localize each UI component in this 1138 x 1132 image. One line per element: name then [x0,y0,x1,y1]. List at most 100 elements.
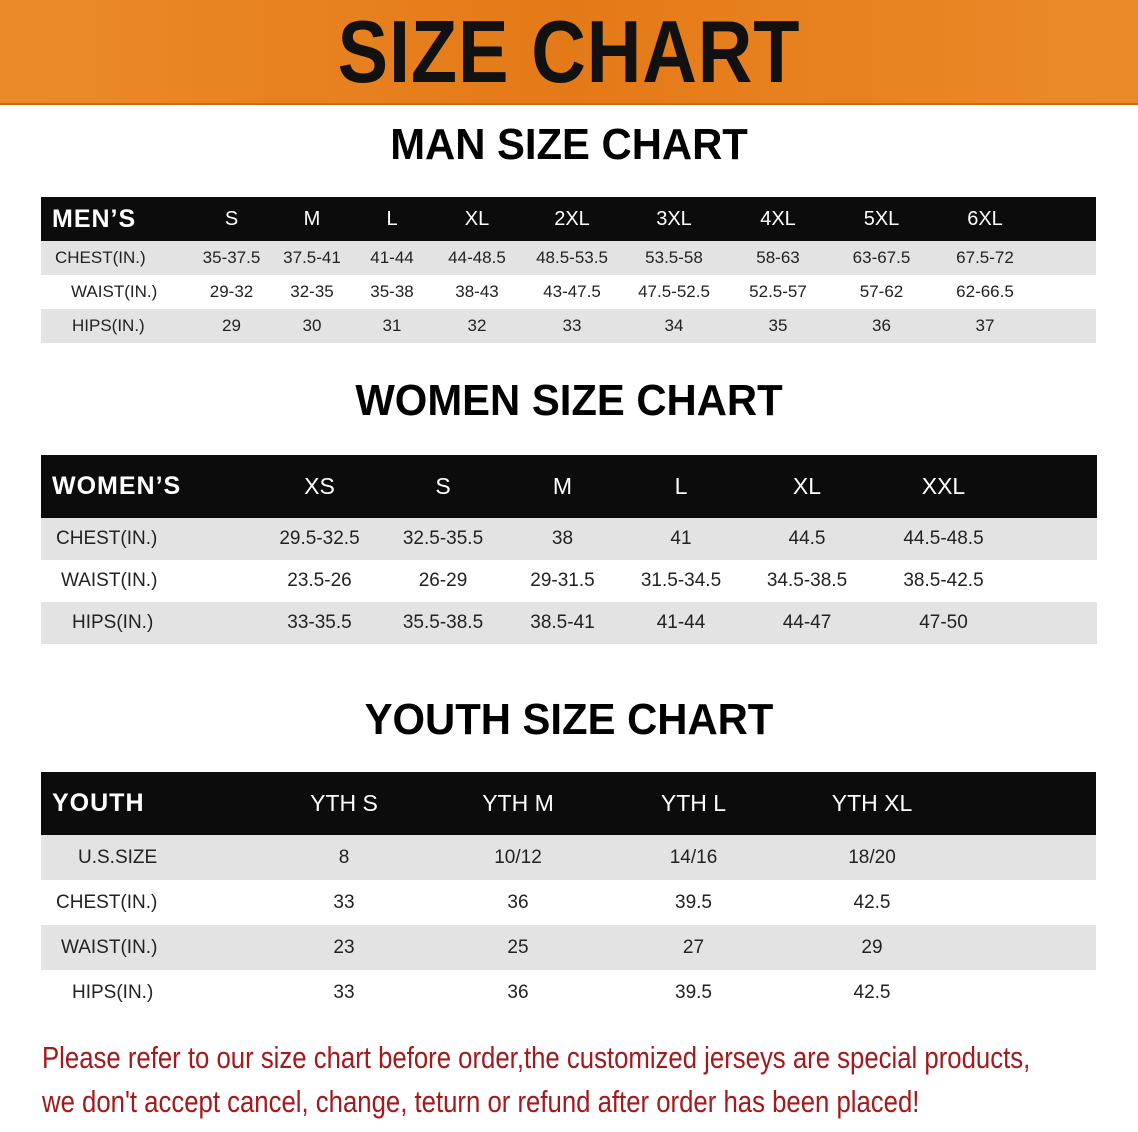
table-row: HIPS(IN.) 33 36 39.5 42.5 [41,970,1096,1015]
youth-section-title: YOUTH SIZE CHART [364,695,774,744]
empty-cell [1037,309,1096,343]
measurement-cell: 52.5-57 [726,275,830,309]
empty-cell [962,925,1096,970]
table-header-label: WOMEN’S [41,455,257,518]
measurement-cell: 35-38 [352,275,432,309]
table-row: WAIST(IN.) 23 25 27 29 [41,925,1096,970]
size-header: XXL [873,455,1014,518]
women-size-table: WOMEN’S XS S M L XL XXL CHEST(IN.) 29.5-32.5 32.5… [41,455,1097,644]
measurement-cell: 44-47 [741,602,873,644]
size-header: L [352,197,432,241]
measurement-cell: 33 [257,880,431,925]
measurement-cell: 27 [605,925,782,970]
measurement-cell: 30 [272,309,352,343]
empty-cell [1014,602,1097,644]
measurement-cell: 38.5-42.5 [873,560,1014,602]
notice-line-1: Please refer to our size chart before or… [42,1040,1031,1075]
measurement-cell: 31 [352,309,432,343]
measurement-cell: 8 [257,835,431,880]
size-header: S [191,197,272,241]
table-row: CHEST(IN.) 35-37.5 37.5-41 41-44 44-48.5 48.5… [41,241,1096,275]
table-row: WAIST(IN.) 29-32 32-35 35-38 38-43 43-47.5 47.… [41,275,1096,309]
measurement-cell: 38.5-41 [504,602,621,644]
table-row: CHEST(IN.) 33 36 39.5 42.5 [41,880,1096,925]
header-row: MEN’S S M L XL 2XL 3XL 4XL 5XL 6XL [41,197,1096,241]
measurement-cell: 29.5-32.5 [257,518,382,560]
measurement-cell: 35 [726,309,830,343]
measurement-cell: 35-37.5 [191,241,272,275]
measurement-cell: 38-43 [432,275,522,309]
table-row: WAIST(IN.) 23.5-26 26-29 29-31.5 31.5-34.5 34… [41,560,1097,602]
women-section-title: WOMEN SIZE CHART [355,376,783,425]
measurement-cell: 33-35.5 [257,602,382,644]
measurement-cell: 32-35 [272,275,352,309]
size-header: S [382,455,504,518]
measurement-cell: 29-31.5 [504,560,621,602]
size-header: M [272,197,352,241]
table-row: HIPS(IN.) 33-35.5 35.5-38.5 38.5-41 41-44 44-… [41,602,1097,644]
table-row: CHEST(IN.) 29.5-32.5 32.5-35.5 38 41 44.5 44.5… [41,518,1097,560]
row-label: WAIST(IN.) [41,275,191,309]
measurement-cell: 32 [432,309,522,343]
empty-cell [962,880,1096,925]
header-row: WOMEN’S XS S M L XL XXL [41,455,1097,518]
measurement-cell: 37.5-41 [272,241,352,275]
measurement-cell: 44.5 [741,518,873,560]
row-label: HIPS(IN.) [41,309,191,343]
measurement-cell: 10/12 [431,835,605,880]
table-header-label: YOUTH [41,772,257,835]
header-row: YOUTH YTH S YTH M YTH L YTH XL [41,772,1096,835]
size-header: 3XL [622,197,726,241]
measurement-cell: 37 [933,309,1037,343]
measurement-cell: 36 [431,970,605,1015]
size-header: XS [257,455,382,518]
youth-size-table: YOUTH YTH S YTH M YTH L YTH XL U.S.SIZE 8 10/12… [41,772,1096,1015]
empty-cell [962,835,1096,880]
size-header: XL [432,197,522,241]
table-header-label: MEN’S [41,197,191,241]
measurement-cell: 23 [257,925,431,970]
size-header: YTH L [605,772,782,835]
row-label: U.S.SIZE [41,835,257,880]
measurement-cell: 18/20 [782,835,962,880]
header-banner: SIZE CHART [0,0,1138,105]
measurement-cell: 41-44 [352,241,432,275]
empty-cell [1014,455,1097,518]
measurement-cell: 41 [621,518,741,560]
measurement-cell: 44-48.5 [432,241,522,275]
measurement-cell: 62-66.5 [933,275,1037,309]
men-size-table: MEN’S S M L XL 2XL 3XL 4XL 5XL 6XL CHEST(IN.) 35-37… [41,197,1096,343]
empty-cell [962,970,1096,1015]
table-row: HIPS(IN.) 29 30 31 32 33 34 35 36 37 [41,309,1096,343]
men-section-title: MAN SIZE CHART [390,120,748,169]
measurement-cell: 23.5-26 [257,560,382,602]
measurement-cell: 44.5-48.5 [873,518,1014,560]
measurement-cell: 34.5-38.5 [741,560,873,602]
measurement-cell: 34 [622,309,726,343]
size-header: YTH XL [782,772,962,835]
size-header: 6XL [933,197,1037,241]
empty-cell [962,772,1096,835]
empty-cell [1037,241,1096,275]
measurement-cell: 25 [431,925,605,970]
measurement-cell: 47.5-52.5 [622,275,726,309]
measurement-cell: 39.5 [605,880,782,925]
size-header: M [504,455,621,518]
row-label: CHEST(IN.) [41,241,191,275]
measurement-cell: 33 [522,309,622,343]
measurement-cell: 43-47.5 [522,275,622,309]
measurement-cell: 39.5 [605,970,782,1015]
measurement-cell: 29 [782,925,962,970]
row-label: HIPS(IN.) [41,970,257,1015]
measurement-cell: 38 [504,518,621,560]
size-header: L [621,455,741,518]
measurement-cell: 67.5-72 [933,241,1037,275]
size-header: XL [741,455,873,518]
measurement-cell: 48.5-53.5 [522,241,622,275]
size-header: YTH S [257,772,431,835]
notice-line-2: we don't accept cancel, change, teturn o… [42,1084,920,1119]
empty-cell [1014,560,1097,602]
measurement-cell: 41-44 [621,602,741,644]
measurement-cell: 58-63 [726,241,830,275]
size-header: 5XL [830,197,933,241]
